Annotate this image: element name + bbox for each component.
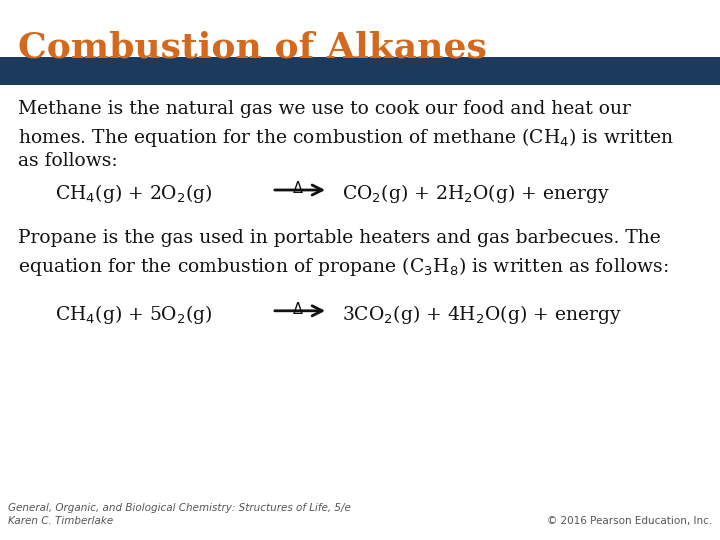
Text: $\Delta$: $\Delta$	[292, 301, 304, 317]
Text: Propane is the gas used in portable heaters and gas barbecues. The: Propane is the gas used in portable heat…	[18, 229, 661, 247]
Text: © 2016 Pearson Education, Inc.: © 2016 Pearson Education, Inc.	[546, 516, 712, 526]
Text: $\Delta$: $\Delta$	[292, 180, 304, 196]
Text: 3CO$_2$(g) + 4H$_2$O(g) + energy: 3CO$_2$(g) + 4H$_2$O(g) + energy	[342, 303, 622, 326]
Text: equation for the combustion of propane (C$_3$H$_8$) is written as follows:: equation for the combustion of propane (…	[18, 255, 668, 278]
Bar	[0, 57, 720, 85]
Text: General, Organic, and Biological Chemistry: Structures of Life, 5/e
Karen C. Tim: General, Organic, and Biological Chemist…	[8, 503, 351, 526]
Text: as follows:: as follows:	[18, 152, 117, 170]
Text: CH$_4$(g) + 5O$_2$(g): CH$_4$(g) + 5O$_2$(g)	[55, 303, 212, 326]
Text: CO$_2$(g) + 2H$_2$O(g) + energy: CO$_2$(g) + 2H$_2$O(g) + energy	[342, 182, 610, 205]
Text: Methane is the natural gas we use to cook our food and heat our: Methane is the natural gas we use to coo…	[18, 100, 631, 118]
Text: Combustion of Alkanes: Combustion of Alkanes	[18, 30, 487, 64]
Text: homes. The equation for the combustion of methane (CH$_4$) is written: homes. The equation for the combustion o…	[18, 126, 674, 149]
Text: CH$_4$(g) + 2O$_2$(g): CH$_4$(g) + 2O$_2$(g)	[55, 182, 212, 205]
